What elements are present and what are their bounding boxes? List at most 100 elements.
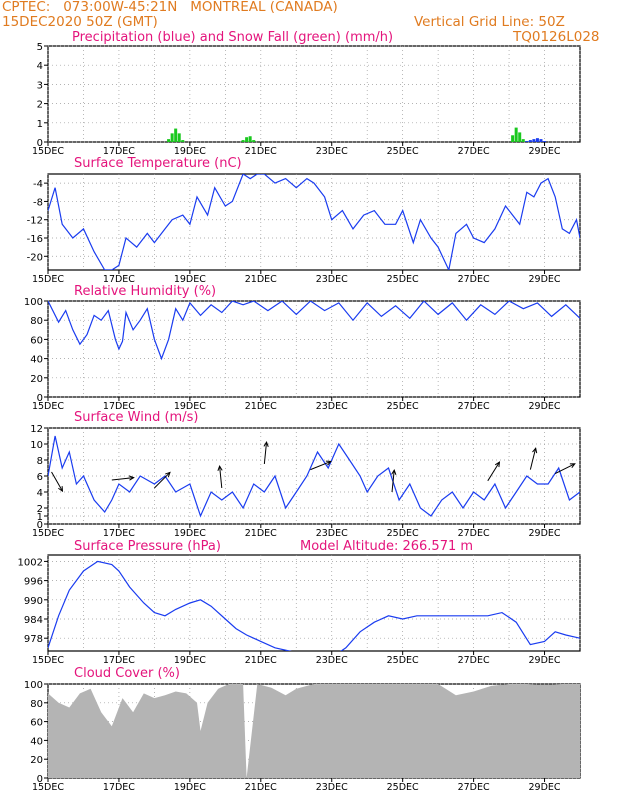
cloud-xtick-label: 21DEC <box>245 782 277 793</box>
wind-xtick-label: 25DEC <box>387 528 419 539</box>
humidity-xtick-label: 29DEC <box>529 401 561 412</box>
cloud-area <box>48 684 580 778</box>
wind-arrow-head <box>217 464 223 471</box>
wind-line <box>48 435 580 518</box>
pressure-xtick-label: 25DEC <box>387 655 419 666</box>
precip-xtick-label: 19DEC <box>174 146 206 157</box>
precip-frame <box>47 45 581 143</box>
pressure-xtick-label: 15DEC <box>32 655 64 666</box>
cloud-xtick-label: 29DEC <box>529 782 561 793</box>
wind-arrow <box>554 463 576 475</box>
cloud-ytick-label: 40 <box>30 736 43 747</box>
wind-arrow <box>154 472 171 489</box>
wind-arrow-head <box>165 471 171 478</box>
pressure-title: Surface Pressure (hPa) <box>74 539 221 554</box>
snow-bar <box>248 136 252 142</box>
pressure-ytick-label: 996 <box>24 577 43 588</box>
precip-title: Precipitation (blue) and Snow Fall (gree… <box>72 30 394 45</box>
cloud-xtick-label: 23DEC <box>316 782 348 793</box>
precip-ytick-label: 2 <box>37 100 43 111</box>
snow-bar <box>514 127 518 142</box>
wind-arrow-head <box>569 463 576 469</box>
header-grid-note: Vertical Grid Line: 50Z <box>414 14 565 30</box>
wind-arrow <box>529 448 537 470</box>
wind-arrow <box>219 466 223 489</box>
humidity-xtick-label: 25DEC <box>387 401 419 412</box>
cloud-title: Cloud Cover (%) <box>74 666 180 681</box>
wind-arrow <box>111 477 134 481</box>
precip-ytick-label: 3 <box>37 80 43 91</box>
temperature-xtick-label: 15DEC <box>32 274 64 285</box>
snow-bar <box>245 137 249 142</box>
cloud-xtick-label: 17DEC <box>103 782 135 793</box>
snow-bar <box>521 139 525 142</box>
wind-arrow-head <box>325 460 332 466</box>
humidity-ytick-label: 20 <box>30 374 43 385</box>
temperature-line <box>48 174 580 270</box>
temperature-frame <box>47 173 581 271</box>
humidity-xtick-label: 15DEC <box>32 401 64 412</box>
snow-bar <box>170 133 174 142</box>
wind-xtick-label: 29DEC <box>529 528 561 539</box>
snow-bar <box>167 139 171 142</box>
precip-ytick-label: 5 <box>37 42 43 53</box>
temperature-xtick-label: 29DEC <box>529 274 561 285</box>
wind-ytick-label: 8 <box>37 456 43 467</box>
wind-xtick-label: 19DEC <box>174 528 206 539</box>
pressure-xtick-label: 29DEC <box>529 655 561 666</box>
precip-ytick-label: 0 <box>37 138 43 149</box>
precip-xtick-label: 21DEC <box>245 146 277 157</box>
cloud-xtick-label: 15DEC <box>32 782 64 793</box>
pressure-line <box>48 560 580 651</box>
header-date: 15DEC2020 50Z (GMT) <box>2 14 158 30</box>
precip-bar <box>525 141 529 142</box>
snow-bar <box>174 128 178 142</box>
temperature-xtick-label: 23DEC <box>316 274 348 285</box>
snow-bar <box>241 140 245 142</box>
cloud-ytick-label: 80 <box>30 699 43 710</box>
wind-arrow-head <box>58 486 64 493</box>
wind-arrow <box>263 442 268 465</box>
humidity-ytick-label: 100 <box>24 297 43 308</box>
cloud-ytick-label: 60 <box>30 718 43 729</box>
temperature-xtick-label: 25DEC <box>387 274 419 285</box>
pressure-xtick-label: 19DEC <box>174 655 206 666</box>
precip-bar <box>543 141 547 142</box>
cloud-xtick-label: 25DEC <box>387 782 419 793</box>
humidity-line <box>48 301 580 361</box>
wind-ytick-label: 1 <box>37 512 43 523</box>
cloud-ytick-label: 100 <box>24 680 43 691</box>
humidity-xtick-label: 19DEC <box>174 401 206 412</box>
precip-xtick-label: 25DEC <box>387 146 419 157</box>
humidity-ytick-label: 80 <box>30 316 43 327</box>
pressure-xtick-label: 23DEC <box>316 655 348 666</box>
precip-xtick-label: 15DEC <box>32 146 64 157</box>
wind-arrow-head <box>494 461 501 468</box>
wind-xtick-label: 21DEC <box>245 528 277 539</box>
wind-xtick-label: 17DEC <box>103 528 135 539</box>
wind-arrow <box>391 470 395 493</box>
wind-arrow-head <box>532 447 538 454</box>
precip-ytick-label: 1 <box>37 119 43 130</box>
temperature-xtick-label: 19DEC <box>174 274 206 285</box>
temperature-ytick-label: -16 <box>27 234 43 245</box>
wind-ytick-label: 2 <box>37 504 43 515</box>
header-line1: CPTEC: 073:00W-45:21N MONTREAL (CANADA) <box>2 0 338 15</box>
temperature-ytick-label: -20 <box>27 252 43 263</box>
cloud-xtick-label: 19DEC <box>174 782 206 793</box>
pressure-ytick-label: 990 <box>24 596 43 607</box>
wind-arrow <box>487 461 500 482</box>
pressure-ytick-label: 1002 <box>18 557 43 568</box>
wind-arrow-head <box>391 468 397 475</box>
humidity-ytick-label: 0 <box>37 393 43 404</box>
humidity-ytick-label: 60 <box>30 335 43 346</box>
wind-ytick-label: 0 <box>37 520 43 531</box>
snow-bar <box>518 132 522 142</box>
temperature-title: Surface Temperature (nC) <box>74 156 242 171</box>
cloud-xtick-label: 27DEC <box>458 782 490 793</box>
pressure-xtick-label: 27DEC <box>458 655 490 666</box>
wind-ytick-label: 6 <box>37 472 43 483</box>
snow-bar <box>181 140 185 142</box>
cloud-ytick-label: 20 <box>30 755 43 766</box>
